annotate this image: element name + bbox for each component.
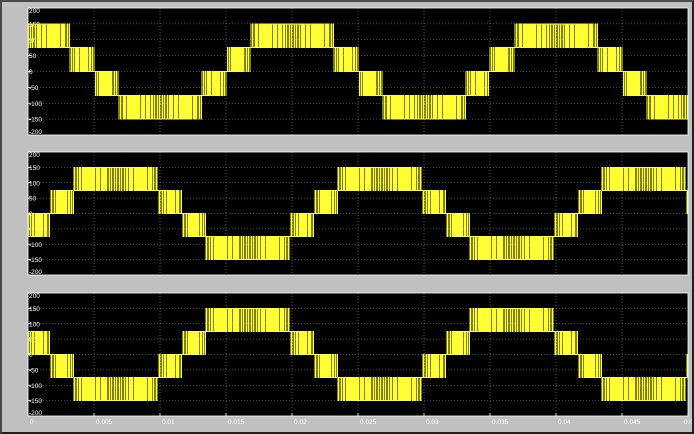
x-tick-label: 0.02 [294,419,307,426]
axis-frame [27,151,689,276]
y-tick-label: -150 [29,117,42,124]
y-tick-label: -150 [29,398,42,405]
y-tick-label: 50 [29,53,37,60]
x-tick-label: 0.005 [96,419,113,426]
y-tick-label: 100 [29,321,40,328]
y-tick-label: 150 [29,21,40,28]
x-tick-label: 0 [30,419,34,426]
series-line [28,166,688,261]
x-tick-label: 0.05 [684,419,692,426]
y-tick-label: 0 [29,69,33,76]
x-tick-label: 0.015 [228,419,245,426]
axis-frame [27,292,689,417]
series-line [28,307,688,402]
y-tick-label: 200 [29,8,40,15]
y-tick-label: 200 [29,293,40,300]
y-tick-label: 0 [29,352,33,359]
y-tick-label: -100 [29,101,42,108]
scope-panel-1: 200 150 100 50 0 -50 -100 -150 -200 [27,7,689,136]
y-tick-label: 150 [29,165,40,172]
y-tick-label: 50 [29,196,37,203]
y-tick-label: 150 [29,306,40,313]
y-tick-label: -200 [29,129,42,136]
x-tick-label: 0.01 [162,419,175,426]
y-tick-label: -100 [29,383,42,390]
series-line [28,23,688,120]
y-tick-label: -50 [29,367,39,374]
axis-frame [27,7,689,136]
y-tick-label: -200 [29,410,42,417]
x-tick-label: 0.03 [426,419,439,426]
x-tick-label: 0.025 [360,419,377,426]
x-tick-label: 0.04 [558,419,571,426]
x-tick-label: 0.045 [624,419,641,426]
y-tick-label: -200 [29,269,42,276]
x-tick-label: 0.035 [492,419,509,426]
y-tick-label: 100 [29,37,40,44]
y-tick-label: 100 [29,180,40,187]
y-tick-label: 200 [29,152,40,159]
y-tick-label: -100 [29,242,42,249]
y-tick-label: -50 [29,85,39,92]
y-tick-label: -150 [29,257,42,264]
